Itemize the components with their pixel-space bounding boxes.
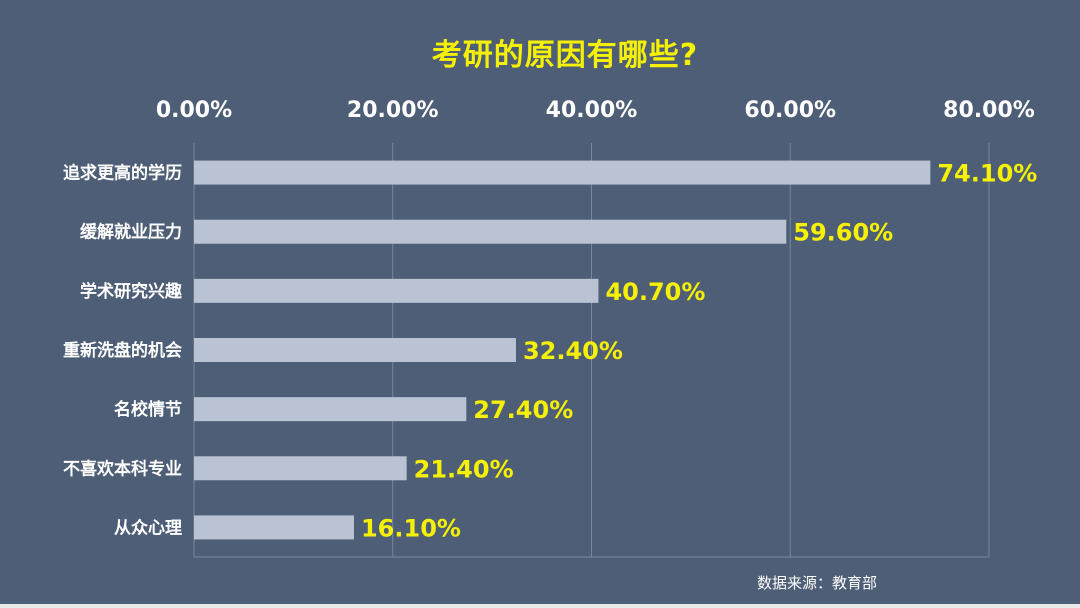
x-tick-label-80: 80.00% (943, 98, 1035, 123)
category-label-1: 追求更高的学历 (63, 163, 182, 184)
category-label-4: 重新洗盘的机会 (63, 340, 182, 361)
category-label-5: 名校情节 (114, 399, 182, 420)
x-tick-label-60: 60.00% (744, 98, 836, 123)
value-label-4: 32.40% (523, 337, 623, 365)
chart-title: 考研的原因有哪些? (431, 38, 699, 73)
bar-6 (194, 456, 407, 481)
x-tick-label-20: 20.00% (347, 98, 439, 123)
category-label-3: 学术研究兴趣 (80, 281, 183, 302)
value-label-1: 74.10% (937, 160, 1037, 188)
value-label-7: 16.10% (361, 514, 461, 542)
value-label-5: 27.40% (473, 396, 573, 424)
bar-5 (194, 397, 467, 422)
bar-3 (194, 278, 599, 303)
x-tick-label-40: 40.00% (546, 98, 638, 123)
value-label-3: 40.70% (605, 278, 705, 306)
value-label-2: 59.60% (793, 219, 893, 247)
category-label-7: 从众心理 (114, 517, 182, 538)
value-label-6: 21.40% (414, 455, 514, 483)
category-label-6: 不喜欢本科专业 (63, 458, 182, 479)
bar-4 (194, 338, 516, 362)
x-tick-label-0: 0.00% (156, 98, 232, 123)
data-source-note: 数据来源：教育部 (757, 574, 878, 592)
bar-7 (194, 515, 354, 540)
bar-2 (194, 219, 787, 244)
category-label-2: 缓解就业压力 (80, 222, 182, 243)
bar-1 (194, 160, 931, 185)
